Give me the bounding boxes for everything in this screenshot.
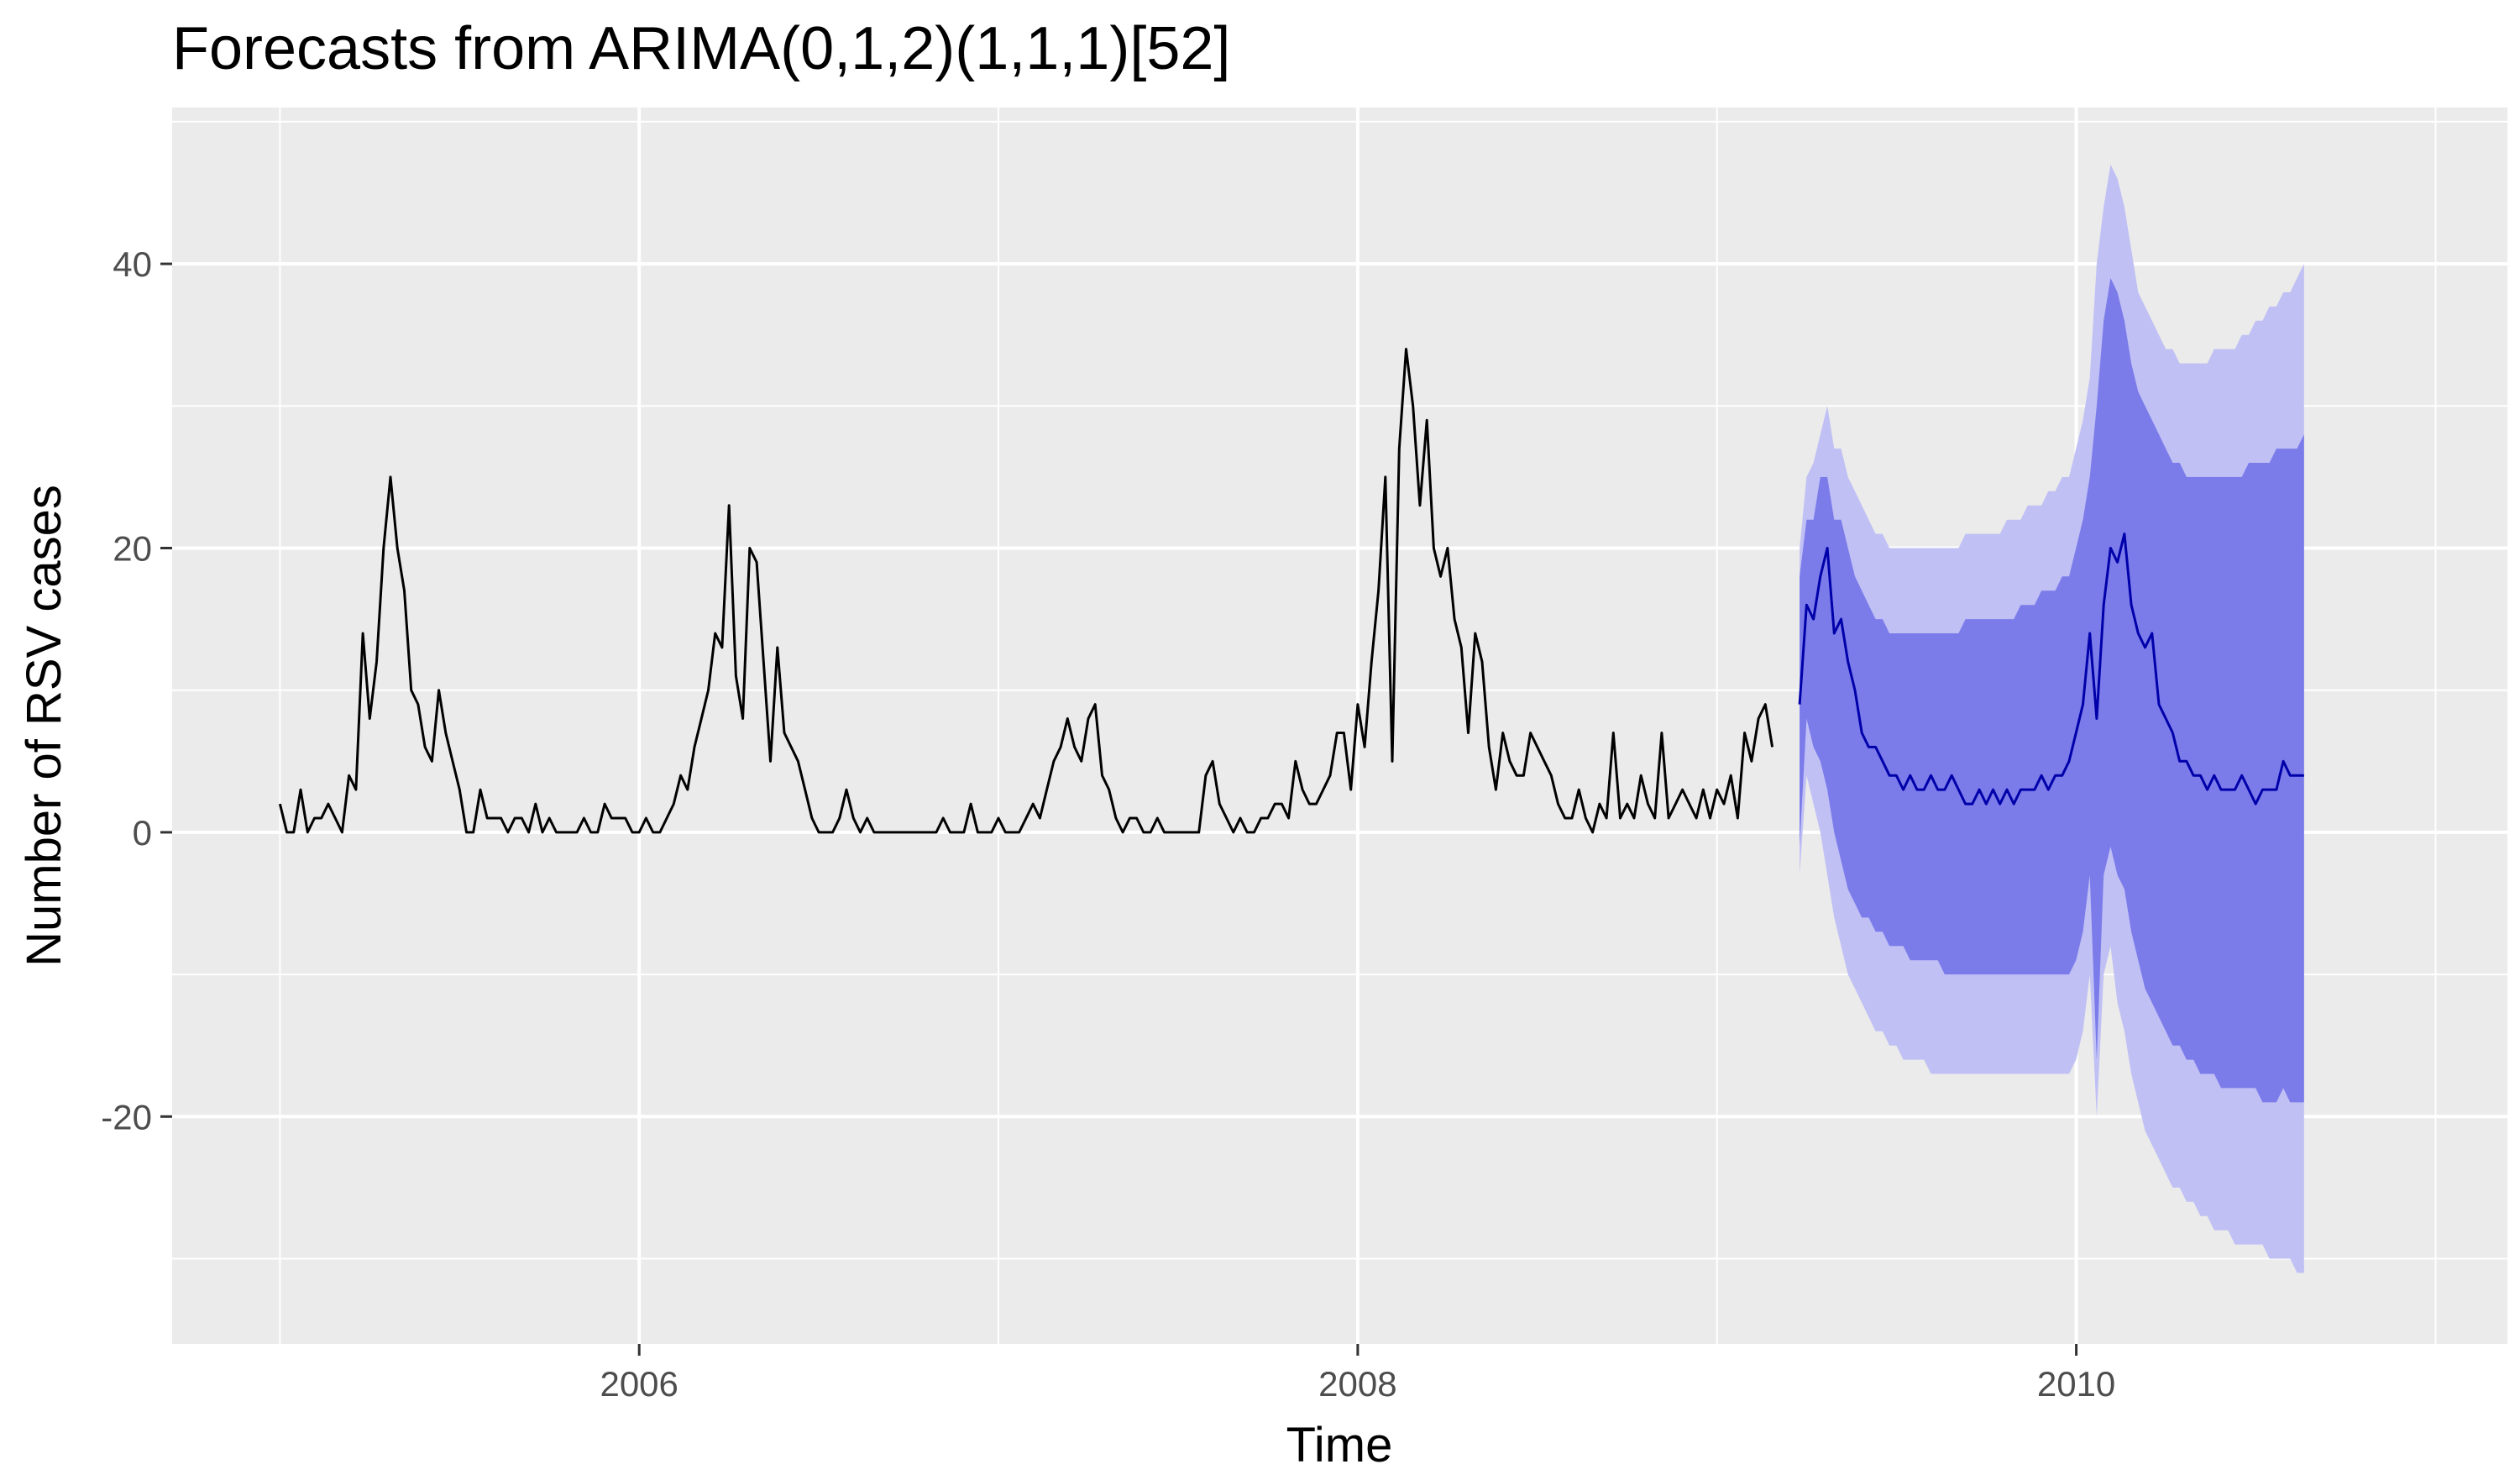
- forecast-mean-line: [1798, 533, 2304, 806]
- x-tick-label: 2010: [2037, 1364, 2115, 1404]
- observed-series-line: [278, 348, 1774, 834]
- x-tick-label: 2006: [600, 1364, 678, 1404]
- interval-80-band: [1800, 278, 2304, 1103]
- tick-labels: 2006 2008 2010 -20 0 20 40: [101, 244, 2115, 1404]
- series-lines: [278, 348, 2304, 834]
- y-tick-label: 20: [113, 529, 152, 569]
- y-tick-label: 0: [133, 813, 152, 853]
- prediction-intervals: [1800, 164, 2304, 1273]
- chart-title: Forecasts from ARIMA(0,1,2)(1,1,1)[52]: [172, 15, 1230, 82]
- x-tick-label: 2008: [1318, 1364, 1396, 1404]
- y-tick-label: 40: [113, 244, 152, 284]
- x-axis-title: Time: [1286, 1418, 1393, 1472]
- y-tick-label: -20: [101, 1097, 152, 1136]
- axis-ticks: [160, 262, 2078, 1356]
- y-axis-title: Number of RSV cases: [17, 485, 71, 967]
